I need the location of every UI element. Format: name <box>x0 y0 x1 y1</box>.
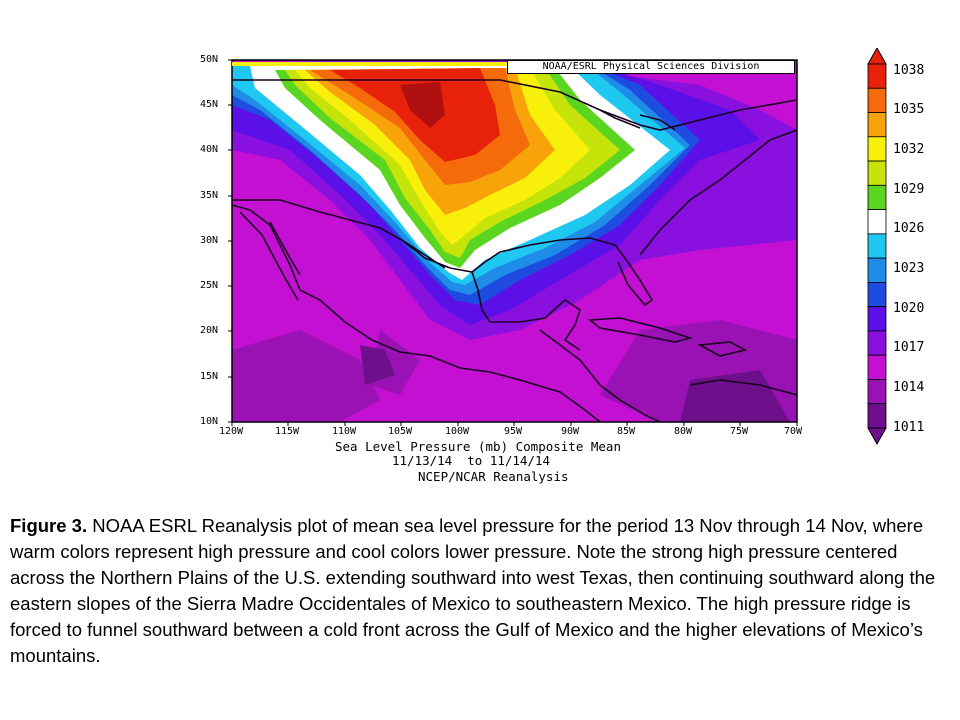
colorbar-swatch <box>867 233 887 259</box>
lat-label: 30N <box>200 235 219 246</box>
lat-label: 20N <box>200 325 219 336</box>
pressure-field-map <box>228 59 798 426</box>
colorbar-swatch <box>867 160 887 186</box>
lon-label: 120W <box>219 426 244 437</box>
colorbar-swatch <box>867 306 887 332</box>
cuba <box>587 317 693 343</box>
colorbar-label: 1014 <box>893 380 925 395</box>
credit-label: NOAA/ESRL Physical Sciences Division <box>507 60 795 74</box>
colorbar-bottom-arrow <box>867 427 887 446</box>
colorbar-label: 1011 <box>893 420 925 435</box>
field-low-center <box>680 370 790 422</box>
field-1011-southwest <box>232 330 380 422</box>
field-low-west <box>360 345 395 385</box>
colorbar-swatch <box>867 403 887 429</box>
figure-label: Figure 3. <box>10 515 88 536</box>
colorbar-label: 1026 <box>893 221 925 236</box>
south-america-coast <box>689 379 797 396</box>
colorbar-label: 1023 <box>893 261 925 276</box>
figure-caption-text: NOAA ESRL Reanalysis plot of mean sea le… <box>10 515 936 666</box>
lon-label: 85W <box>617 426 636 437</box>
lat-label: 40N <box>200 144 219 155</box>
colorbar-label: 1029 <box>893 182 925 197</box>
lat-label: 50N <box>200 54 219 65</box>
gulf-coast <box>401 237 626 273</box>
field-high-center <box>400 82 445 128</box>
colorbar-swatch <box>867 330 887 356</box>
atlantic-coast <box>639 129 797 256</box>
lat-label: 35N <box>200 190 219 201</box>
lon-label: 90W <box>561 426 580 437</box>
lon-label: 75W <box>730 426 749 437</box>
great-lakes <box>599 109 676 131</box>
colorbar-top-arrow <box>867 48 887 65</box>
lon-label: 70W <box>784 426 803 437</box>
top-stripe <box>232 62 507 66</box>
lon-label: 115W <box>275 426 300 437</box>
colorbar-swatch <box>867 63 887 89</box>
lon-label: 100W <box>445 426 470 437</box>
colorbar-swatch <box>867 379 887 405</box>
colorbar-swatch <box>867 87 887 113</box>
colorbar <box>867 48 887 446</box>
field-1038 <box>330 68 500 162</box>
colorbar-label: 1020 <box>893 301 925 316</box>
central-america <box>539 329 661 422</box>
lon-label: 105W <box>388 426 413 437</box>
mexico-east-coast <box>471 271 581 351</box>
colorbar-label: 1032 <box>893 142 925 157</box>
lat-label: 10N <box>200 416 219 427</box>
florida <box>617 257 654 307</box>
canada-border <box>232 79 797 131</box>
pressure-map-figure: NOAA/ESRL Physical Sciences Division 50N… <box>200 48 925 484</box>
colorbar-swatch <box>867 184 887 210</box>
plot-title-line1: Sea Level Pressure (mb) Composite Mean <box>335 439 621 454</box>
colorbar-label: 1017 <box>893 340 925 355</box>
colorbar-label: 1038 <box>893 63 925 78</box>
lat-label: 25N <box>200 280 219 291</box>
figure-caption: Figure 3. NOAA ESRL Reanalysis plot of m… <box>10 513 950 669</box>
lon-label: 110W <box>332 426 357 437</box>
lat-label: 15N <box>200 371 219 382</box>
hispaniola <box>697 341 748 357</box>
coastline-pacific <box>232 204 601 422</box>
colorbar-swatch <box>867 257 887 283</box>
us-mexico-border <box>232 199 446 269</box>
colorbar-swatch <box>867 136 887 162</box>
lat-label: 45N <box>200 99 219 110</box>
plot-title-line3: NCEP/NCAR Reanalysis <box>418 469 569 484</box>
colorbar-swatch <box>867 112 887 138</box>
baja-california <box>239 211 301 301</box>
lon-label: 80W <box>674 426 693 437</box>
plot-title-line2: 11/13/14 to 11/14/14 <box>392 453 551 468</box>
colorbar-swatch <box>867 209 887 235</box>
colorbar-swatch <box>867 281 887 308</box>
lon-label: 95W <box>504 426 523 437</box>
colorbar-swatch <box>867 354 887 380</box>
colorbar-label: 1035 <box>893 102 925 117</box>
